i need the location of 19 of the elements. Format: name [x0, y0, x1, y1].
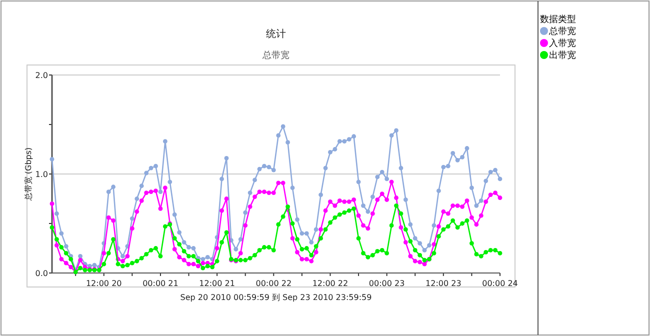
chart-subtitle: 总带宽 [262, 50, 290, 61]
legend-label: 总带宽 [548, 26, 576, 37]
legend-label: 入带宽 [549, 38, 576, 49]
y-tick-label: 1.0 [35, 170, 48, 179]
x-tick-label: 12:00 21 [199, 279, 235, 288]
x-tick-label: 00:00 24 [482, 279, 518, 288]
x-tick-label: 00:00 21 [142, 279, 178, 288]
text: Sep 20 2010 00:59:59 到 Sep 23 2010 23:59:59 [180, 293, 372, 302]
x-tick-label: 12:00 22 [312, 279, 348, 288]
x-tick-label: 00:00 22 [256, 279, 292, 288]
chart-title: 统计 [266, 28, 286, 40]
x-tick-label: 00:00 23 [368, 279, 405, 288]
y-tick-label: 2.0 [35, 71, 48, 80]
legend-title: 数据类型 [540, 14, 576, 25]
legend-label: 出带宽 [549, 50, 576, 61]
x-tick-label: 12:00 23 [426, 279, 462, 288]
x-tick-label: 12:00 20 [86, 279, 122, 288]
y-axis-title: 总带宽 (Gbps) [24, 147, 33, 202]
y-tick-label: 0.0 [35, 269, 48, 278]
